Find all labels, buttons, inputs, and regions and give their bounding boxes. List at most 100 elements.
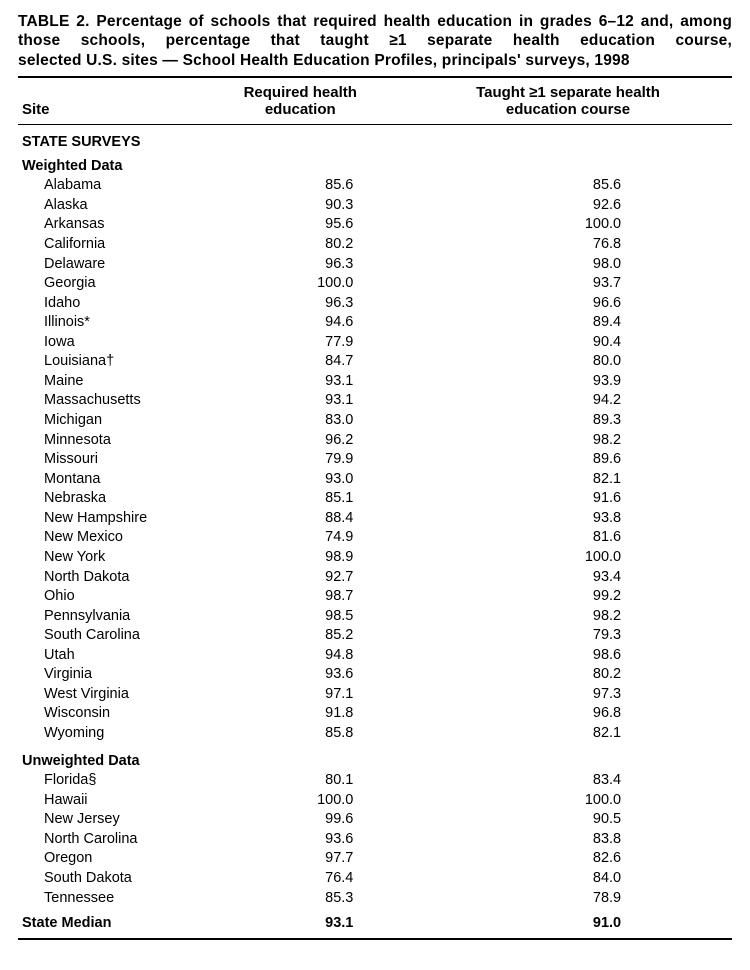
row-col1: 85.6 xyxy=(197,176,465,196)
row-col1-val: 94.8 xyxy=(307,646,353,666)
row-col2: 89.4 xyxy=(464,313,732,333)
row-site: Georgia xyxy=(18,274,197,294)
row-col1: 85.1 xyxy=(197,489,465,509)
row-site: New York xyxy=(18,548,197,568)
table-row: Idaho96.396.6 xyxy=(18,294,732,314)
row-col1: 94.6 xyxy=(197,313,465,333)
row-site: New Mexico xyxy=(18,528,197,548)
data-table: Site Required health education Taught ≥1… xyxy=(18,78,732,124)
row-col1: 96.3 xyxy=(197,255,465,275)
row-col2-val: 100.0 xyxy=(575,215,621,235)
row-col2: 89.3 xyxy=(464,411,732,431)
row-col1-val: 74.9 xyxy=(307,528,353,548)
row-site: Tennessee xyxy=(18,889,197,909)
row-col1: 97.1 xyxy=(197,685,465,705)
row-col1-val: 98.7 xyxy=(307,587,353,607)
row-col2-val: 93.9 xyxy=(575,372,621,392)
row-col2: 97.3 xyxy=(464,685,732,705)
row-site: South Carolina xyxy=(18,626,197,646)
table-row: West Virginia97.1 97.3 xyxy=(18,685,732,705)
row-col1-val: 93.1 xyxy=(307,372,353,392)
table-row: Tennessee85.378.9 xyxy=(18,889,732,909)
row-site: Missouri xyxy=(18,450,197,470)
row-col2-val: 82.6 xyxy=(575,849,621,869)
row-col2-val: 97.3 xyxy=(575,685,621,705)
table-row: Michigan83.089.3 xyxy=(18,411,732,431)
row-col1-val: 80.2 xyxy=(307,235,353,255)
row-col2-val: 80.0 xyxy=(575,352,621,372)
row-col2: 98.6 xyxy=(464,646,732,666)
row-site: Wyoming xyxy=(18,724,197,744)
row-site: Florida§ xyxy=(18,771,197,791)
row-col2: 90.4 xyxy=(464,333,732,353)
title-line-3: selected U.S. sites — School Health Educ… xyxy=(18,51,732,70)
table-row: Montana93.082.1 xyxy=(18,470,732,490)
row-col2: 92.6 xyxy=(464,196,732,216)
row-col1-val: 97.7 xyxy=(307,849,353,869)
row-col1: 93.6 xyxy=(197,665,465,685)
row-col1: 91.8 xyxy=(197,704,465,724)
table-row: Georgia100.093.7 xyxy=(18,274,732,294)
row-col2-val: 94.2 xyxy=(575,391,621,411)
row-col2-val: 83.4 xyxy=(575,771,621,791)
unweighted-rows: Florida§80.183.4Hawaii100.0100.0New Jers… xyxy=(18,771,732,908)
row-col2: 80.2 xyxy=(464,665,732,685)
row-col2-val: 84.0 xyxy=(575,869,621,889)
header-col1-l2: education xyxy=(265,101,336,118)
row-col1-val: 84.7 xyxy=(307,352,353,372)
row-col2-val: 76.8 xyxy=(575,235,621,255)
row-col1: 100.0 xyxy=(197,274,465,294)
row-col1: 80.2 xyxy=(197,235,465,255)
row-col1-val: 100.0 xyxy=(307,791,353,811)
row-col2-val: 100.0 xyxy=(575,548,621,568)
row-site: South Dakota xyxy=(18,869,197,889)
row-col1: 93.1 xyxy=(197,391,465,411)
table-row: Alaska90.392.6 xyxy=(18,196,732,216)
row-col2-val: 89.4 xyxy=(575,313,621,333)
row-col2: 76.8 xyxy=(464,235,732,255)
row-col1-val: 85.2 xyxy=(307,626,353,646)
row-site: Utah xyxy=(18,646,197,666)
table-row: New Hampshire88.493.8 xyxy=(18,509,732,529)
row-col1-val: 85.8 xyxy=(307,724,353,744)
row-col1: 74.9 xyxy=(197,528,465,548)
row-col1-val: 85.6 xyxy=(307,176,353,196)
row-col1: 88.4 xyxy=(197,509,465,529)
table-title: TABLE 2. Percentage of schools that requ… xyxy=(18,12,732,70)
row-col2: 96.6 xyxy=(464,294,732,314)
row-col1-val: 85.3 xyxy=(307,889,353,909)
row-col2-val: 96.6 xyxy=(575,294,621,314)
row-site: Nebraska xyxy=(18,489,197,509)
table-row: Massachusetts93.1 94.2 xyxy=(18,391,732,411)
row-site: Massachusetts xyxy=(18,391,197,411)
header-site-label: Site xyxy=(22,101,50,118)
row-site: Montana xyxy=(18,470,197,490)
header-col2-l2: education course xyxy=(506,101,630,118)
row-col2-val: 82.1 xyxy=(575,470,621,490)
row-col2: 82.1 xyxy=(464,470,732,490)
header-site: Site xyxy=(18,78,197,124)
table-row: North Dakota92.793.4 xyxy=(18,568,732,588)
median-label: State Median xyxy=(18,908,197,938)
row-site: Arkansas xyxy=(18,215,197,235)
median-col2-val: 91.0 xyxy=(575,914,621,934)
row-col2: 85.6 xyxy=(464,176,732,196)
row-col1-val: 76.4 xyxy=(307,869,353,889)
header-col1-l1: Required health xyxy=(244,84,357,101)
row-col1-val: 77.9 xyxy=(307,333,353,353)
row-col2: 82.1 xyxy=(464,724,732,744)
row-site: Iowa xyxy=(18,333,197,353)
row-col1: 90.3 xyxy=(197,196,465,216)
row-site: West Virginia xyxy=(18,685,197,705)
row-col2: 98.0 xyxy=(464,255,732,275)
row-site: Hawaii xyxy=(18,791,197,811)
row-col2-val: 89.3 xyxy=(575,411,621,431)
table-row: Utah 94.8 98.6 xyxy=(18,646,732,666)
row-col2-val: 98.0 xyxy=(575,255,621,275)
row-col2: 83.8 xyxy=(464,830,732,850)
row-col2-val: 90.4 xyxy=(575,333,621,353)
row-col2-val: 80.2 xyxy=(575,665,621,685)
table-row: California80.276.8 xyxy=(18,235,732,255)
row-col2-val: 96.8 xyxy=(575,704,621,724)
row-site: Maine xyxy=(18,372,197,392)
